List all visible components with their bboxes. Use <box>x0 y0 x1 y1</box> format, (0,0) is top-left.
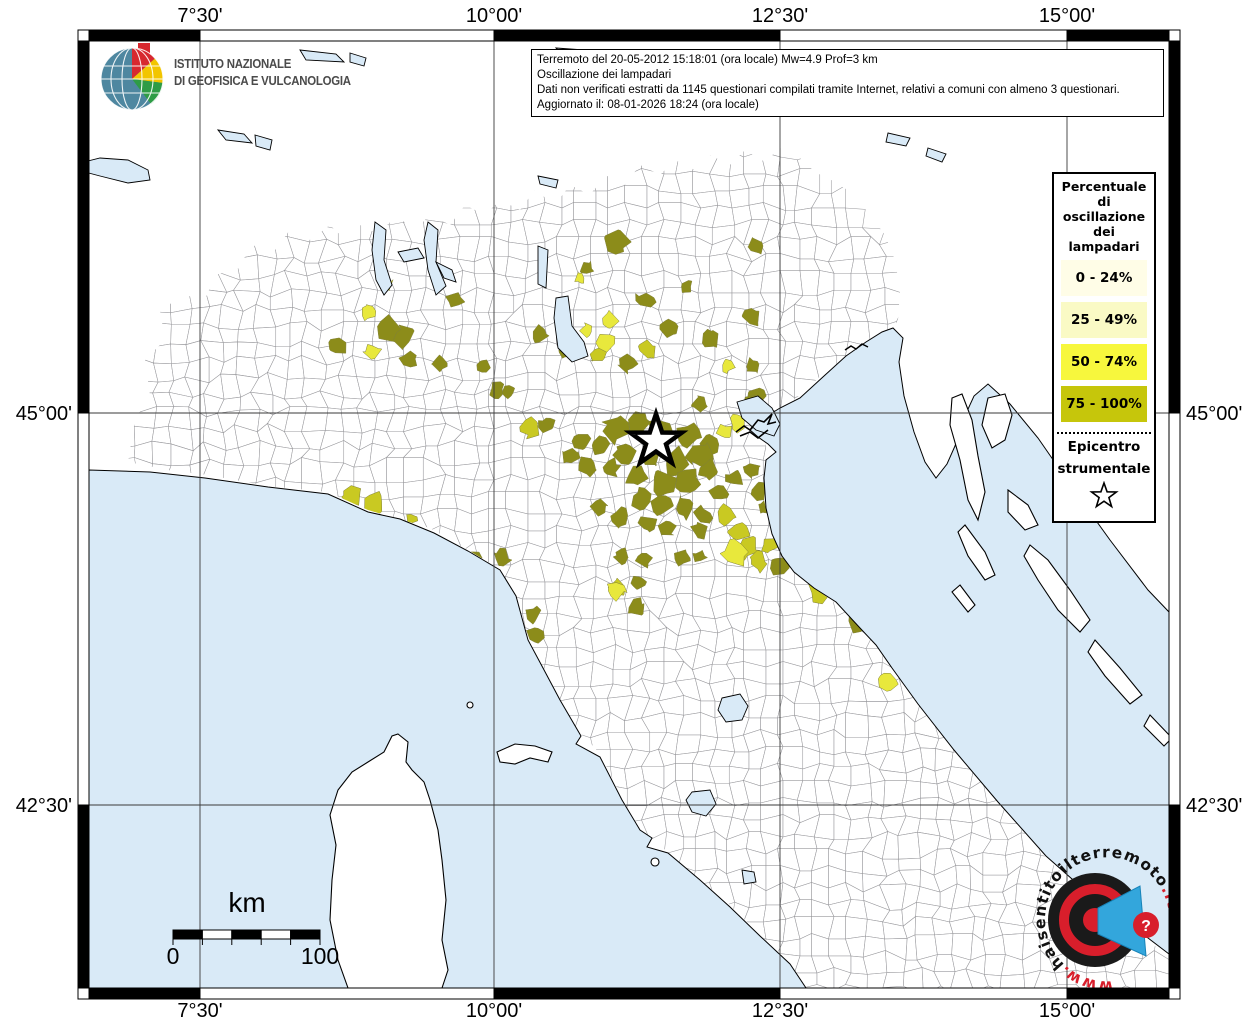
lakes <box>79 47 947 885</box>
latitude-label-left: 42°30' <box>16 795 72 817</box>
legend-title-line: Percentuale <box>1061 179 1147 194</box>
longitude-label-top: 12°30' <box>752 5 808 27</box>
epicenter-label-line: Epicentro <box>1067 439 1141 455</box>
longitude-label-bottom: 10°00' <box>466 1000 522 1022</box>
longitude-label-top: 10°00' <box>466 5 522 27</box>
scale-bar-unit: km <box>228 887 265 918</box>
ingv-globe-icon <box>100 43 164 111</box>
islands <box>329 393 1173 989</box>
legend-class-50-74: 50 - 74% <box>1061 344 1147 380</box>
axis-labels: 7°30' 10°00' 12°30' 15°00' 7°30' 10°00' 12°30'… <box>16 5 1243 1022</box>
title-line-event: Terremoto del 20-05-2012 15:18:01 (ora l… <box>537 54 878 66</box>
legend-title-line: di <box>1097 194 1111 209</box>
legend-title-line: dei <box>1093 224 1115 239</box>
latitude-label-left: 45°00' <box>16 403 72 425</box>
question-mark: ? <box>1141 918 1151 935</box>
legend: Percentuale di oscillazione dei lampadar… <box>1052 172 1156 523</box>
longitude-label-top: 15°00' <box>1039 5 1095 27</box>
longitude-label-bottom: 15°00' <box>1039 1000 1095 1022</box>
latitude-label-right: 45°00' <box>1186 403 1242 425</box>
legend-class-25-49: 25 - 49% <box>1061 302 1147 338</box>
longitude-label-bottom: 7°30' <box>177 1000 222 1022</box>
ingv-name-line1: ISTITUTO NAZIONALE <box>174 56 292 71</box>
longitude-label-bottom: 12°30' <box>752 1000 808 1022</box>
ingv-logo: ISTITUTO NAZIONALE DI GEOFISICA E VULCAN… <box>96 42 375 114</box>
epicenter-star-icon <box>1054 480 1154 515</box>
latitude-label-right: 42°30' <box>1186 795 1242 817</box>
map-frame <box>77 29 1181 1000</box>
epicenter-star <box>623 406 689 469</box>
scale-bar-start: 0 <box>167 943 180 969</box>
question-badge <box>1133 912 1159 938</box>
scale-bar: km 0 100 <box>167 887 340 969</box>
legend-class-75-100: 75 - 100% <box>1061 386 1147 422</box>
legend-class-0-24: 0 - 24% <box>1061 260 1147 296</box>
legend-separator <box>1057 432 1151 434</box>
ingv-name-line2: DI GEOFISICA E VULCANOLOGIA <box>174 73 351 88</box>
title-line-metric: Oscillazione dei lampadari <box>537 69 672 81</box>
legend-title-line: oscillazione <box>1062 209 1146 224</box>
epicenter-label-line: strumentale <box>1057 461 1151 477</box>
longitude-label-top: 7°30' <box>177 5 222 27</box>
legend-title-line: lampadari <box>1068 239 1140 254</box>
megaphone-icon <box>1097 885 1147 957</box>
scale-bar-end: 100 <box>301 943 339 969</box>
title-line-updated: Aggiornato il: 08-01-2026 18:24 (ora loc… <box>537 99 759 111</box>
title-box: Terremoto del 20-05-2012 15:18:01 (ora l… <box>531 49 1164 117</box>
title-line-source: Dati non verificati estratti da 1145 que… <box>537 84 1120 96</box>
